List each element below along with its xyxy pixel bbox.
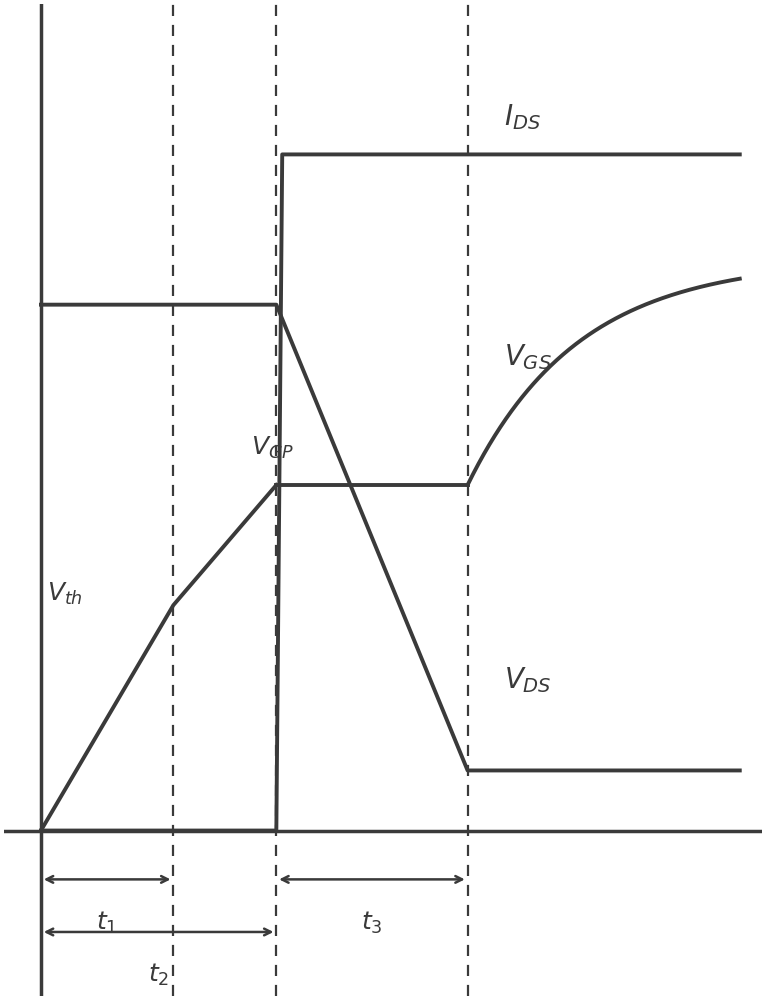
- Text: $t_3$: $t_3$: [362, 909, 383, 936]
- Text: $V_{th}$: $V_{th}$: [47, 581, 83, 607]
- Text: $t_1$: $t_1$: [97, 909, 118, 936]
- Text: $V_{DS}$: $V_{DS}$: [504, 665, 552, 695]
- Text: $V_{GS}$: $V_{GS}$: [504, 342, 552, 372]
- Text: $t_2$: $t_2$: [148, 962, 169, 988]
- Text: $I_{DS}$: $I_{DS}$: [504, 102, 542, 132]
- Text: $V_{GP}$: $V_{GP}$: [250, 434, 294, 461]
